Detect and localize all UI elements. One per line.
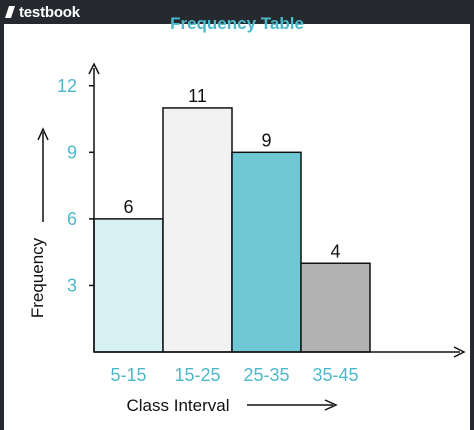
data-label-15-25: 11 xyxy=(188,86,207,106)
brand-logo[interactable]: testbook xyxy=(4,3,80,21)
x-tick-label: 25-35 xyxy=(243,365,289,385)
bar-35-45 xyxy=(300,262,371,353)
data-label-35-45: 4 xyxy=(330,241,340,261)
data-label-5-15: 6 xyxy=(123,197,133,217)
testbook-logo-icon xyxy=(5,6,15,18)
data-label-25-35: 9 xyxy=(261,130,271,150)
x-tick-label: 35-45 xyxy=(312,365,358,385)
y-label-arrow-icon xyxy=(37,127,49,222)
chart-title: Frequency Table xyxy=(170,14,304,33)
brand-name: testbook xyxy=(19,3,80,21)
bar-25-35 xyxy=(231,151,302,353)
x-ticks-layer: 5-15 15-25 25-35 35-45 xyxy=(110,365,358,385)
y-tick-label: 9 xyxy=(67,142,77,162)
x-label-arrow-icon xyxy=(247,399,338,411)
x-tick-label: 15-25 xyxy=(174,365,220,385)
y-tick-label: 3 xyxy=(67,275,77,295)
bars-layer xyxy=(93,107,371,353)
bar-15-25 xyxy=(162,107,233,353)
x-axis-arrow-icon xyxy=(453,346,466,358)
x-axis-label: Class Interval xyxy=(127,396,230,415)
y-tick-label: 6 xyxy=(67,209,77,229)
axes-layer xyxy=(88,62,466,358)
y-axis-label: Frequency xyxy=(28,237,47,318)
y-tick-label: 12 xyxy=(57,76,77,96)
brand-bar: testbook xyxy=(0,0,474,24)
data-labels-layer: 6 11 9 4 xyxy=(123,86,340,261)
y-ticks-layer: 3 6 9 12 xyxy=(57,76,94,295)
bar-5-15 xyxy=(93,218,164,353)
x-tick-label: 5-15 xyxy=(110,365,146,385)
y-axis-arrow-icon xyxy=(88,62,100,75)
